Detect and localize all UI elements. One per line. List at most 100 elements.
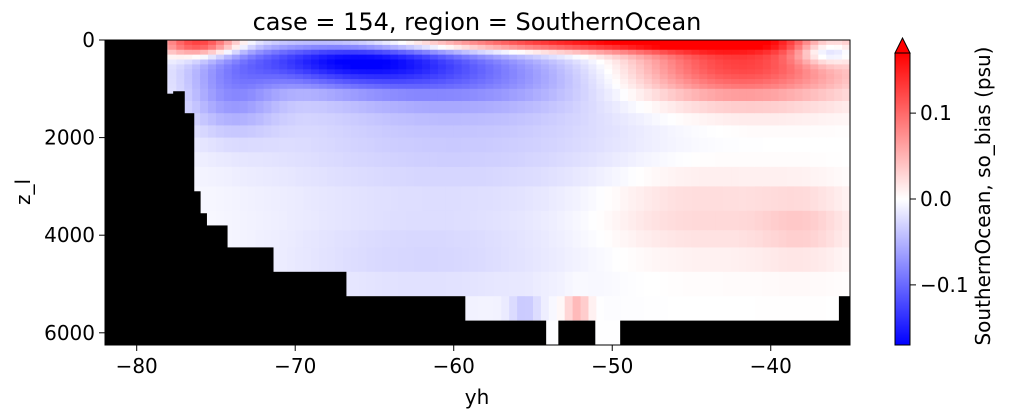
heatmap-cell: [628, 88, 637, 102]
heatmap-cell: [501, 54, 510, 61]
heatmap-cell: [398, 101, 407, 114]
heatmap-cell: [239, 210, 249, 231]
heatmap-cell: [723, 49, 732, 56]
heatmap-cell: [596, 74, 605, 80]
heatmap-cell: [636, 271, 645, 297]
heatmap-cell: [422, 230, 431, 248]
heatmap-cell: [437, 186, 447, 212]
heatmap-cell: [802, 64, 811, 70]
heatmap-cell: [707, 74, 716, 80]
heatmap-cell: [683, 166, 693, 187]
heatmap-cell: [826, 49, 835, 56]
heatmap-cell: [628, 166, 637, 187]
heatmap-cell: [691, 64, 701, 70]
heatmap-cell: [548, 64, 558, 70]
heatmap-cell: [429, 166, 439, 187]
heatmap-cell: [612, 64, 621, 70]
heatmap-cell: [200, 54, 209, 61]
heatmap-cell: [453, 49, 463, 56]
heatmap-cell: [445, 247, 455, 273]
heatmap-cell: [390, 186, 399, 212]
heatmap-cell: [208, 113, 217, 126]
heatmap-cell: [723, 83, 732, 90]
heatmap-cell: [374, 137, 383, 153]
heatmap-cell: [604, 64, 613, 70]
heatmap-cell: [628, 74, 637, 80]
heatmap-cell: [818, 101, 827, 114]
heatmap-cell: [532, 125, 542, 139]
heatmap-cell: [842, 64, 850, 70]
heatmap-cell: [184, 54, 193, 61]
heatmap-cell: [334, 83, 344, 90]
heatmap-cell: [318, 152, 328, 168]
heatmap-cell: [723, 125, 732, 139]
heatmap-cell: [818, 186, 827, 212]
heatmap-cell: [675, 79, 685, 85]
heatmap-cell: [770, 69, 780, 75]
heatmap-cell: [731, 54, 740, 61]
heatmap-cell: [699, 152, 708, 168]
heatmap-cell: [287, 79, 296, 85]
heatmap-cell: [239, 44, 249, 51]
heatmap-cell: [786, 137, 796, 153]
heatmap-cell: [762, 113, 772, 126]
heatmap-cell: [612, 44, 621, 51]
heatmap-cell: [612, 54, 621, 61]
heatmap-cell: [334, 64, 344, 70]
heatmap-cell: [548, 271, 558, 297]
seafloor-mask-block: [464, 320, 547, 345]
heatmap-cell: [802, 101, 811, 114]
heatmap-cell: [651, 137, 661, 153]
heatmap-cell: [303, 79, 312, 85]
heatmap-cell: [223, 88, 233, 102]
heatmap-cell: [239, 40, 249, 46]
heatmap-cell: [612, 125, 621, 139]
heatmap-cell: [580, 54, 590, 61]
heatmap-cell: [667, 44, 677, 51]
heatmap-cell: [414, 64, 423, 70]
heatmap-cell: [532, 296, 542, 322]
heatmap-cell: [390, 152, 399, 168]
seafloor-mask-block: [200, 213, 207, 345]
heatmap-cell: [802, 74, 811, 80]
heatmap-cell: [667, 88, 677, 102]
heatmap-cell: [739, 137, 748, 153]
heatmap-cell: [794, 230, 804, 248]
heatmap-cell: [295, 186, 304, 212]
heatmap-cell: [580, 64, 590, 70]
heatmap-cell: [746, 101, 756, 114]
heatmap-cell: [572, 44, 582, 51]
heatmap-cell: [509, 49, 518, 56]
heatmap-cell: [382, 69, 391, 75]
heatmap-cell: [461, 166, 471, 187]
heatmap-cell: [501, 137, 510, 153]
heatmap-cell: [517, 247, 526, 273]
heatmap-cell: [548, 40, 558, 46]
heatmap-cell: [469, 152, 479, 168]
heatmap-cell: [810, 230, 819, 248]
heatmap-cell: [334, 113, 344, 126]
heatmap-cell: [675, 54, 685, 61]
heatmap-cell: [501, 296, 510, 322]
heatmap-cell: [461, 69, 471, 75]
heatmap-cell: [636, 79, 645, 85]
heatmap-cell: [580, 59, 590, 65]
heatmap-cell: [303, 40, 312, 46]
heatmap-cell: [762, 137, 772, 153]
heatmap-cell: [509, 101, 518, 114]
heatmap-cell: [461, 64, 471, 70]
heatmap-cell: [287, 59, 296, 65]
heatmap-cell: [699, 125, 708, 139]
heatmap-cell: [596, 69, 605, 75]
heatmap-cell: [208, 59, 217, 65]
heatmap-cell: [810, 247, 819, 273]
heatmap-cell: [192, 40, 201, 46]
heatmap-cell: [382, 125, 391, 139]
heatmap-cell: [588, 271, 597, 297]
heatmap-cell: [382, 186, 391, 212]
heatmap-cell: [643, 296, 653, 322]
heatmap-cell: [287, 83, 296, 90]
heatmap-cell: [636, 125, 645, 139]
heatmap-cell: [334, 69, 344, 75]
heatmap-cell: [588, 210, 597, 231]
